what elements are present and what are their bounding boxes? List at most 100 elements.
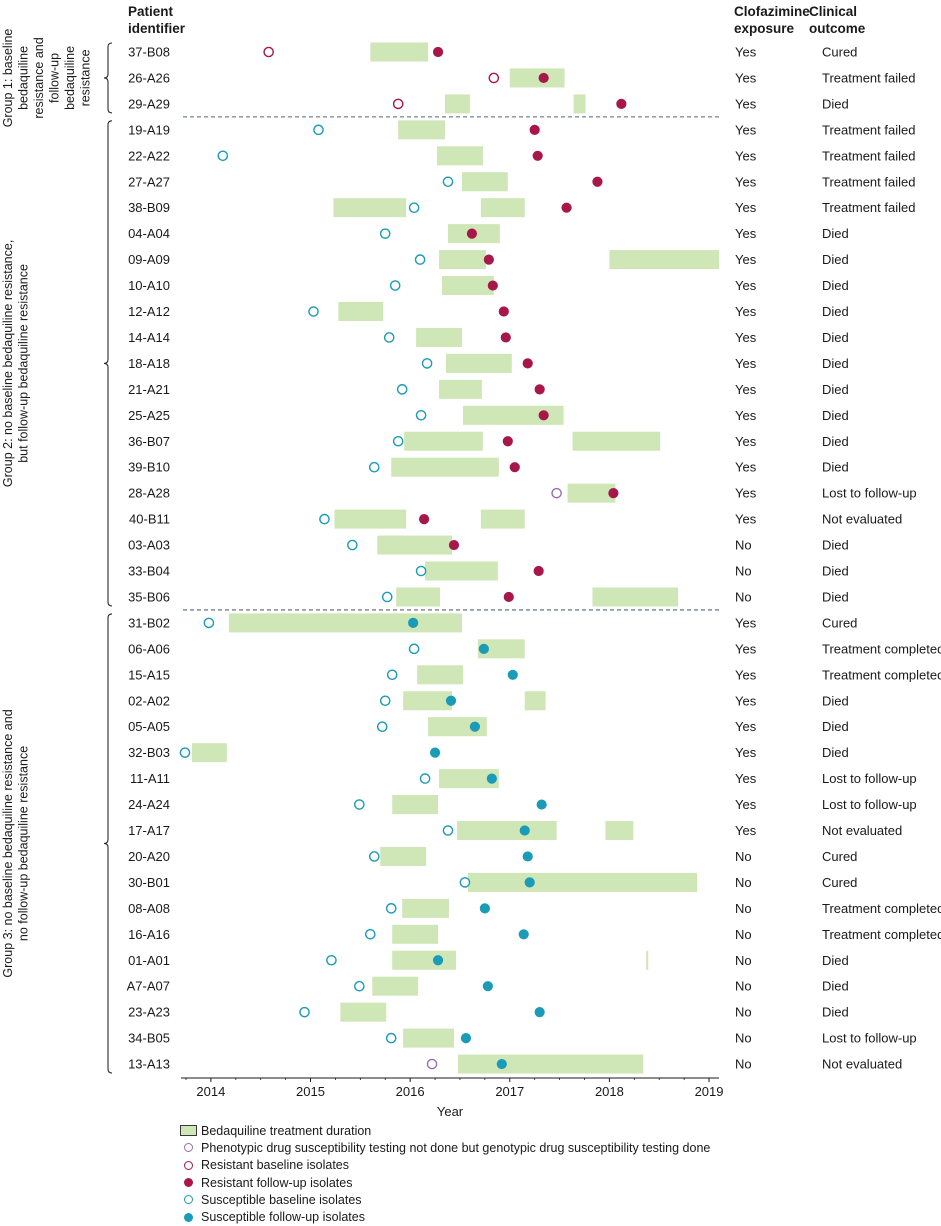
patient-id: 27-A27 [128,174,170,189]
patient-id: 17-A17 [128,823,170,838]
followup-isolate-marker [432,955,444,966]
followup-isolate-marker [592,176,603,187]
patient-id: 13-A13 [128,1057,170,1072]
followup-isolate-marker [445,695,457,706]
clofazimine-value: Yes [735,641,757,656]
treatment-duration-bar [605,821,634,840]
legend-label: Resistant follow-up isolates [201,1175,353,1190]
clinical-outcome-value: Died [822,589,849,604]
clofazimine-value: Yes [735,486,757,501]
group-label-line: no follow-up bedaquiline resistance [17,746,31,941]
patient-row-11-A11: 11-A11 Yes Lost to follow-up [130,769,917,789]
clinical-outcome-value: Not evaluated [822,1057,902,1072]
clinical-outcome-value: Treatment failed [822,148,915,163]
clinical-outcome-value: Died [822,434,849,449]
legend: Bedaquiline treatment duration Phenotypic… [178,1122,710,1226]
group-bracket [103,120,113,607]
legend-item: Susceptible baseline isolates [178,1191,710,1208]
patient-row-05-A05: 05-A05 Yes Died [128,717,849,737]
patient-row-08-A08: 08-A08 No Treatment completed [128,898,941,918]
clinical-outcome-value: Died [822,278,849,293]
clinical-outcome-value: Died [822,408,849,423]
patient-row-15-A15: 15-A15 Yes Treatment completed [128,665,941,685]
followup-isolate-marker [432,46,444,58]
baseline-isolate-marker [347,539,358,551]
legend-symbol [178,1160,198,1170]
clofazimine-value: No [735,589,752,604]
followup-isolate-marker [534,1007,545,1018]
clofazimine-value: No [735,1057,752,1072]
treatment-duration-bar [609,250,719,270]
clinical-outcome-value: Died [822,356,849,371]
followup-isolate-marker [532,150,543,161]
clinical-outcome-value: Cured [822,615,857,630]
patient-row-26-A26: 26-A26 Yes Treatment failed [128,68,915,88]
clinical-outcome-value: Lost to follow-up [822,1031,917,1046]
patient-id: 02-A02 [128,693,170,708]
group-label-line: Group 1: baseline [1,29,15,128]
followup-isolate-marker [500,332,511,343]
clofazimine-value: No [735,927,752,942]
baseline-isolate-marker [354,980,365,992]
header-patient-line2: identifier [128,21,186,36]
patient-id: 12-A12 [128,304,170,319]
baseline-isolate-marker [308,306,319,317]
clinical-outcome-value: Died [822,330,849,345]
treatment-duration-bar [592,587,679,607]
baseline-isolate-marker [396,384,408,395]
baseline-isolate-marker [392,98,404,110]
patient-id: 32-B03 [128,745,170,760]
treatment-duration-bar [377,535,452,555]
patient-id: 26-A26 [128,70,170,85]
baseline-isolate-marker [442,825,454,836]
clofazimine-value: Yes [735,460,757,475]
followup-isolate-marker [418,514,430,525]
header-clofazimine-exposure: Clofazimine exposure [734,4,810,36]
treatment-duration-bar [425,561,498,581]
clinical-outcome-value: Cured [822,45,857,60]
clinical-outcome-value: Died [822,719,849,734]
patient-id: 20-A20 [128,849,170,864]
clofazimine-value: Yes [735,330,757,345]
followup-isolate-marker [509,462,520,473]
baseline-isolate-marker [217,150,229,162]
baseline-isolate-marker [414,254,426,265]
clofazimine-value: Yes [735,304,757,319]
header-clofazimine-line1: Clofazimine [734,4,810,19]
baseline-isolate-marker [203,617,215,629]
patient-row-38-B09: 38-B09 Yes Treatment failed [128,198,915,218]
followup-isolate-marker [608,488,619,499]
patient-row-02-A02: 02-A02 Yes Died [128,691,849,711]
clinical-outcome-value: Lost to follow-up [822,797,917,812]
clinical-outcome-value: Treatment failed [822,122,915,137]
clinical-outcome-value: Not evaluated [822,512,902,527]
group-label-line: resistance and [32,37,46,118]
clofazimine-value: Yes [735,174,757,189]
clofazimine-value: Yes [735,148,757,163]
clofazimine-value: No [735,538,752,553]
legend-label: Susceptible follow-up isolates [201,1210,365,1225]
clinical-outcome-value: Died [822,382,849,397]
patient-id: 24-A24 [128,797,170,812]
patient-row-04-A04: 04-A04 Yes Died [128,224,849,244]
treatment-duration-bar [338,302,384,321]
clofazimine-value: No [735,564,752,579]
treatment-duration-bar [334,509,407,529]
group-labels: Group 1: baseline bedaquiline resistance a… [1,29,113,1074]
treatment-duration-bar [372,976,419,996]
clofazimine-value: Yes [735,356,757,371]
clinical-outcome-value: Died [822,96,849,111]
clofazimine-value: Yes [735,382,757,397]
clinical-outcome-value: Died [822,226,849,241]
followup-isolate-marker [518,929,529,940]
followup-isolate-marker [538,410,549,421]
baseline-isolate-marker [415,409,427,421]
followup-isolate-marker [460,1033,472,1044]
treatment-duration-bar [403,691,452,711]
legend-item: Susceptible follow-up isolates [178,1208,710,1225]
x-tick-label: 2019 [695,1084,724,1099]
legend-label: Resistant baseline isolates [201,1158,349,1173]
treatment-duration-bar [396,587,441,607]
followup-isolate-marker [408,617,419,629]
treatment-duration-bar [380,846,427,866]
